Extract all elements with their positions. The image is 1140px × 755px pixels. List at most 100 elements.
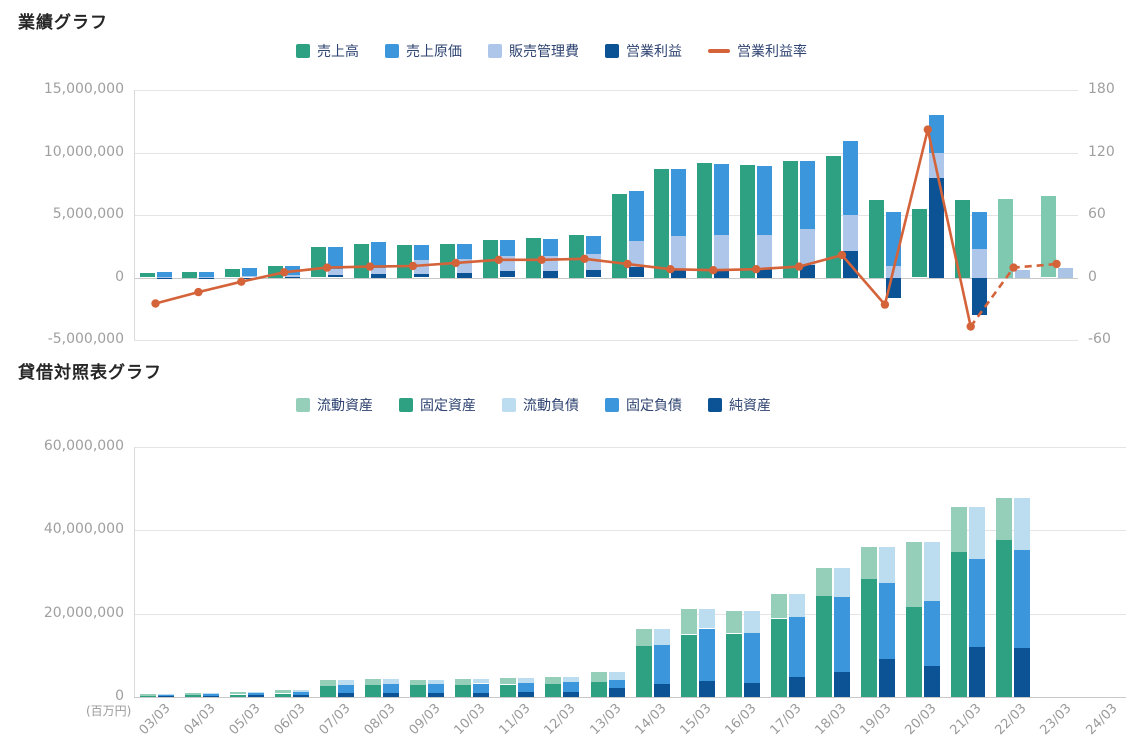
bar-net_assets[interactable]	[653, 684, 670, 697]
bar-sga[interactable]	[628, 241, 644, 267]
bar-current_assets[interactable]	[770, 594, 787, 619]
bar-sales[interactable]	[354, 243, 369, 278]
bar-current_assets[interactable]	[861, 547, 877, 579]
bar-sales[interactable]	[783, 161, 799, 278]
bar-op[interactable]	[628, 266, 644, 278]
margin-data-point[interactable]	[923, 125, 932, 134]
bar-op[interactable]	[714, 269, 730, 278]
margin-data-point[interactable]	[623, 259, 632, 269]
bar-cost[interactable]	[757, 166, 773, 236]
bar-sales[interactable]	[268, 266, 284, 278]
bar-fixed_liab[interactable]	[698, 628, 715, 681]
bar-cost[interactable]	[800, 161, 816, 230]
bar-current_liab[interactable]	[879, 547, 895, 583]
margin-data-point[interactable]	[837, 250, 847, 260]
bar-net_assets[interactable]	[788, 676, 805, 697]
bar-net_assets[interactable]	[428, 692, 445, 697]
bar-sales[interactable]	[182, 272, 198, 278]
margin-data-point[interactable]	[794, 262, 804, 271]
bar-op[interactable]	[371, 274, 386, 278]
bar-fixed_assets[interactable]	[500, 684, 517, 697]
bar-sga[interactable]	[285, 275, 301, 277]
bar-sales[interactable]	[654, 168, 670, 278]
bar-fixed_assets[interactable]	[365, 684, 381, 697]
bar-sga[interactable]	[242, 276, 258, 278]
bar-current_assets[interactable]	[951, 507, 968, 552]
bar-current_liab[interactable]	[653, 628, 670, 645]
bar-sales[interactable]	[439, 243, 455, 278]
margin-data-point[interactable]	[752, 265, 761, 274]
bar-fixed_assets[interactable]	[319, 686, 336, 697]
bar-cost[interactable]	[413, 245, 429, 260]
bar-current_assets[interactable]	[139, 693, 156, 696]
bar-fixed_liab[interactable]	[743, 632, 760, 683]
bar-fixed_liab[interactable]	[202, 694, 219, 696]
bar-cost[interactable]	[843, 141, 858, 216]
bar-sales[interactable]	[139, 273, 155, 278]
bar-fixed_assets[interactable]	[680, 634, 697, 697]
bar-fixed_liab[interactable]	[969, 558, 986, 647]
bar-fixed_liab[interactable]	[157, 694, 174, 696]
bar-current_assets[interactable]	[815, 567, 832, 597]
bar-current_liab[interactable]	[247, 691, 264, 694]
bar-net_assets[interactable]	[879, 659, 895, 697]
bar-fixed_assets[interactable]	[274, 693, 291, 697]
bar-sga[interactable]	[800, 229, 816, 266]
bar-fixed_liab[interactable]	[383, 683, 399, 693]
bar-op[interactable]	[499, 271, 515, 278]
bar-cost[interactable]	[328, 246, 344, 270]
bar-current_liab[interactable]	[292, 689, 309, 692]
margin-data-point[interactable]	[365, 262, 375, 271]
bar-sga[interactable]	[156, 276, 172, 278]
bar-sales[interactable]	[868, 200, 884, 278]
bar-net_assets[interactable]	[202, 695, 219, 698]
bar-cost[interactable]	[371, 242, 386, 269]
bar-current_assets[interactable]	[455, 678, 472, 685]
bar-fixed_assets[interactable]	[229, 694, 246, 697]
margin-data-point[interactable]	[280, 268, 289, 277]
bar-fixed_assets[interactable]	[906, 607, 923, 697]
bar-fixed_assets[interactable]	[545, 684, 562, 697]
bar-current_assets[interactable]	[229, 691, 246, 695]
bar-op[interactable]	[285, 276, 301, 278]
bar-op[interactable]	[1014, 269, 1030, 278]
bar-current_liab[interactable]	[833, 567, 850, 598]
bar-fixed_liab[interactable]	[924, 601, 941, 666]
bar-fixed_liab[interactable]	[1014, 550, 1031, 649]
bar-fixed_liab[interactable]	[292, 692, 309, 695]
bar-net_assets[interactable]	[518, 692, 535, 697]
bar-current_assets[interactable]	[274, 689, 291, 694]
bar-fixed_liab[interactable]	[247, 693, 264, 696]
bar-net_assets[interactable]	[743, 682, 760, 697]
bar-current_liab[interactable]	[608, 671, 625, 680]
bar-current_assets[interactable]	[184, 692, 201, 696]
bar-fixed_liab[interactable]	[473, 683, 490, 693]
margin-data-point[interactable]	[322, 263, 332, 272]
bar-fixed_assets[interactable]	[996, 540, 1013, 697]
bar-sga[interactable]	[371, 268, 386, 275]
bar-op[interactable]	[585, 269, 601, 278]
bar-net_assets[interactable]	[383, 692, 399, 697]
bar-net_assets[interactable]	[563, 692, 580, 697]
bar-net_assets[interactable]	[608, 688, 625, 698]
margin-data-point[interactable]	[880, 300, 890, 309]
bar-net_assets[interactable]	[924, 666, 941, 697]
bar-current_assets[interactable]	[906, 542, 923, 608]
bar-cost[interactable]	[714, 163, 730, 235]
bar-net_assets[interactable]	[1014, 648, 1031, 698]
legend-item-cost[interactable]: 売上原価	[385, 41, 462, 61]
bar-current_assets[interactable]	[410, 679, 427, 686]
bar-current_assets[interactable]	[500, 677, 517, 685]
margin-data-point[interactable]	[194, 287, 203, 297]
bar-cost[interactable]	[628, 191, 644, 242]
bar-fixed_assets[interactable]	[770, 618, 787, 697]
bar-current_liab[interactable]	[1014, 497, 1031, 551]
bar-current_assets[interactable]	[635, 628, 652, 647]
bar-current_liab[interactable]	[924, 542, 941, 602]
bar-current_assets[interactable]	[680, 608, 697, 635]
bar-cost[interactable]	[456, 243, 472, 259]
bar-cost[interactable]	[928, 115, 944, 153]
bar-sales[interactable]	[697, 162, 713, 278]
bar-sga[interactable]	[843, 215, 858, 252]
margin-data-point[interactable]	[580, 254, 589, 263]
